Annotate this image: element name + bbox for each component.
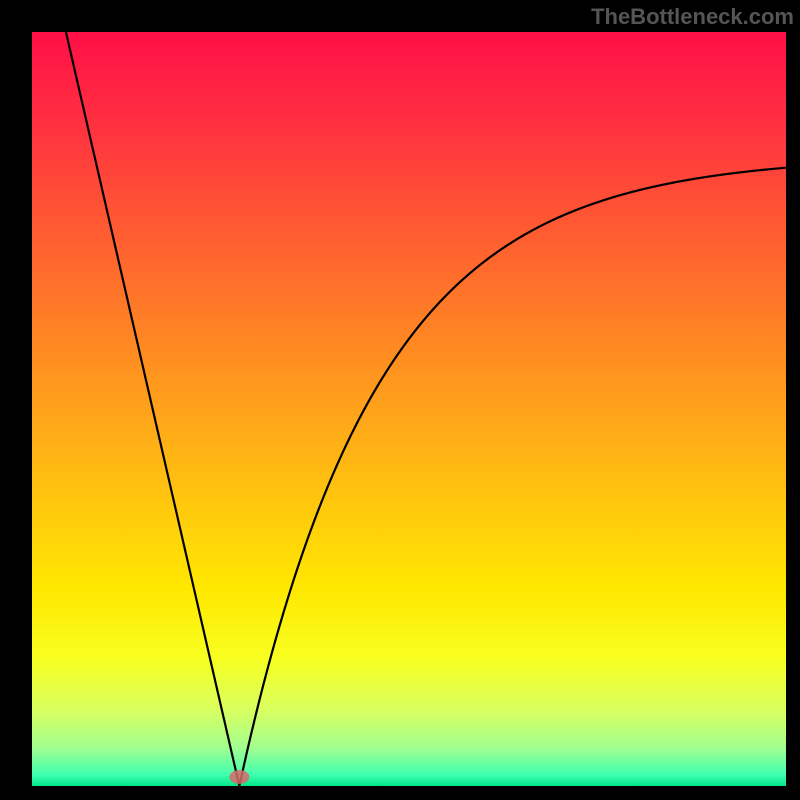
watermark-text: TheBottleneck.com xyxy=(591,4,794,30)
plot-area xyxy=(32,32,786,786)
bottleneck-curve xyxy=(32,32,786,786)
optimal-point-marker xyxy=(229,770,249,784)
chart-frame: TheBottleneck.com xyxy=(0,0,800,800)
curve-path xyxy=(66,32,786,786)
